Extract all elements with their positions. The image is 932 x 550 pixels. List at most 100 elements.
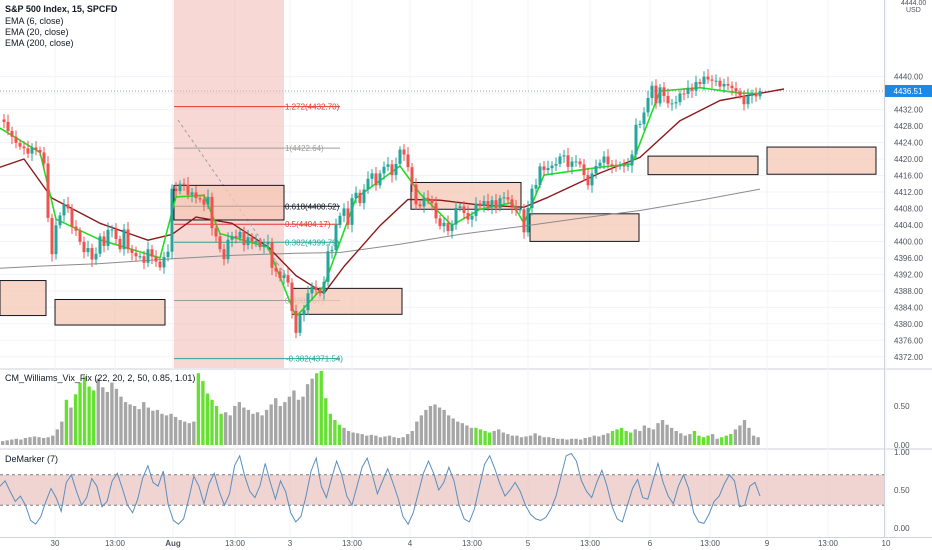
last-price-badge (885, 84, 932, 97)
candle-body (554, 163, 558, 166)
candle-body (538, 166, 542, 185)
candle-body (218, 236, 222, 250)
fib-level-label: 0.618(4408.52) (285, 202, 340, 211)
candle-body (458, 206, 462, 209)
x-tick-label: 5 (526, 539, 531, 548)
candle-body (570, 161, 574, 167)
vix-fix-bar (19, 439, 23, 445)
x-tick-label: Aug (165, 539, 181, 548)
candle-body (562, 155, 566, 157)
y-tick-label: 4376.00 (894, 336, 923, 345)
candle-body (362, 189, 366, 204)
candle-body (566, 155, 570, 167)
vix-fix-bar (469, 427, 474, 445)
vix-fix-bar (105, 391, 110, 445)
vix-fix-bar (651, 429, 656, 445)
candle-body (6, 121, 10, 131)
candle-body (322, 281, 326, 294)
vix-fix-bar (337, 424, 342, 445)
vix-fix-bar (679, 433, 683, 445)
legend-ema20[interactable]: EMA (20, close) (5, 27, 69, 37)
vix-fix-bar (538, 435, 542, 445)
vix-fix-bar (387, 435, 392, 445)
vix-fix-bar (574, 438, 578, 445)
vix-fix-bar (315, 373, 319, 445)
candle-body (486, 201, 490, 207)
vix-fix-bar (333, 420, 337, 445)
vix-fix-bar (219, 413, 223, 445)
candle-body (110, 229, 114, 231)
candle-body (346, 208, 350, 225)
demarker-title[interactable]: DeMarker (7) (5, 454, 59, 464)
candle-body (342, 208, 346, 216)
candle-body (426, 197, 430, 200)
candle-body (750, 93, 754, 96)
candle-body (442, 222, 446, 227)
candle-body (134, 252, 138, 257)
candle-body (558, 156, 562, 164)
vix-fix-bar (401, 437, 405, 445)
candle-body (678, 93, 682, 103)
y-tick-label: 4408.00 (894, 204, 923, 213)
vix-fix-bar (733, 429, 738, 445)
candle-body (702, 76, 706, 85)
vix-fix-bar (23, 437, 28, 445)
candle-body (62, 204, 66, 216)
vix-fix-bar (688, 434, 692, 445)
vix-fix-bar (720, 437, 724, 445)
candle-body (274, 267, 278, 272)
vix-fix-bar (41, 437, 46, 445)
vix-fix-bar (183, 421, 187, 445)
vix-fix-title[interactable]: CM_Williams_Vix_Fix (22, 20, 2, 50, 0.85… (5, 373, 196, 383)
candle-body (718, 80, 722, 87)
vix-fix-bar (446, 415, 451, 445)
vix-fix-bar (396, 437, 401, 445)
legend-ema200[interactable]: EMA (200, close) (5, 38, 74, 48)
vix-fix-bar (201, 381, 205, 445)
candle-body (694, 81, 698, 91)
vix-fix-bar (560, 438, 565, 445)
vix-fix-bar (246, 409, 251, 445)
candle-body (450, 224, 454, 232)
candle-body (194, 192, 198, 199)
candle-body (74, 226, 78, 231)
vix-fix-bar (319, 370, 323, 445)
x-tick-label: 9 (765, 539, 770, 548)
vix-fix-bar (715, 438, 719, 445)
candle-body (618, 164, 622, 167)
vix-fix-bar (729, 434, 733, 445)
x-tick-label: 13:00 (225, 539, 246, 548)
candle-body (158, 261, 162, 268)
vix-fix-bar (547, 437, 551, 445)
x-tick-label: 10 (882, 539, 891, 548)
vix-fix-bar (519, 437, 524, 445)
y-tick-label: 4412.00 (894, 188, 923, 197)
candle-body (438, 218, 442, 227)
vix-fix-bar (187, 423, 191, 445)
legend-ema6[interactable]: EMA (6, close) (5, 16, 64, 26)
vix-fix-bar (738, 425, 742, 445)
vix-fix-bar (433, 404, 437, 445)
candle-body (126, 229, 130, 250)
fib-level-label: 0.382(4399.79) (285, 238, 340, 247)
vix-fix-bar (255, 412, 260, 445)
vix-fix-bar (392, 437, 396, 445)
price-zone-box (54, 298, 166, 326)
vix-fix-bar (510, 435, 515, 445)
candle-body (270, 242, 274, 268)
vix-fix-bar (497, 429, 501, 445)
candle-body (258, 240, 262, 248)
candle-body (590, 173, 594, 186)
vix-fix-bar (196, 373, 201, 445)
price-zone-box (0, 280, 47, 317)
vix-fix-bar (87, 386, 91, 445)
vix-fix-bar (360, 434, 364, 445)
x-tick-label: 3 (288, 539, 293, 548)
vix-fix-bar (487, 432, 492, 445)
candle-body (398, 149, 402, 164)
y-tick-label: 4392.00 (894, 270, 923, 279)
candle-body (490, 200, 494, 207)
y-tick-label: 4420.00 (894, 155, 923, 164)
chart-title: S&P 500 Index, 15, SPCFD (5, 4, 118, 14)
